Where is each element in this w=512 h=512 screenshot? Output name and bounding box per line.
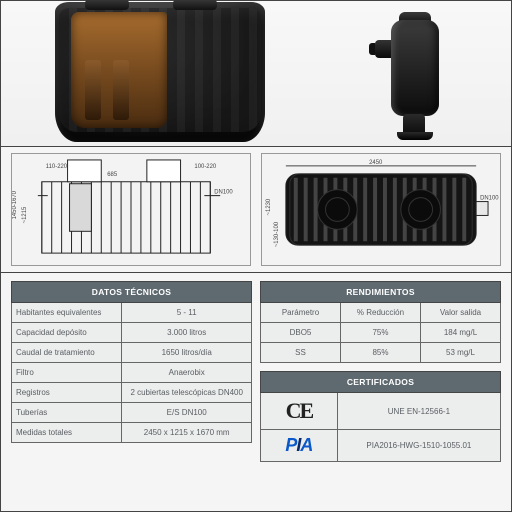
table-row: Capacidad depósito3.000 litros: [12, 323, 252, 343]
filter-photo: [373, 14, 457, 142]
datos-label: Caudal de tratamiento: [12, 343, 122, 363]
right-column: RENDIMIENTOS Parámetro % Reducción Valor…: [260, 281, 501, 462]
rend-h2: % Reducción: [341, 303, 421, 323]
certificados-table: CERTIFICADOS CE UNE EN-12566-1 PIA PIA2016-…: [260, 371, 501, 462]
svg-text:~1230: ~1230: [266, 198, 272, 215]
table-row: Registros2 cubiertas telescópicas DN400: [12, 383, 252, 403]
pia-logo-icon: PIA: [285, 435, 312, 455]
svg-text:DN100: DN100: [214, 190, 233, 196]
svg-text:~130-100: ~130-100: [274, 221, 280, 247]
table-row: Caudal de tratamiento1650 litros/día: [12, 343, 252, 363]
rend-pct: 85%: [341, 343, 421, 363]
datos-label: Tuberías: [12, 403, 122, 423]
tank-cutaway-photo: [55, 2, 265, 142]
datos-value: 3.000 litros: [122, 323, 252, 343]
rend-param: DBO5: [261, 323, 341, 343]
datos-value: 5 - 11: [122, 303, 252, 323]
svg-text:1450-1670: 1450-1670: [12, 190, 18, 219]
table-row: Habitantes equivalentes5 - 11: [12, 303, 252, 323]
product-sheet: 1450-1670 ~1215 110-220 685 DN100 100-22…: [0, 0, 512, 512]
rend-pct: 75%: [341, 323, 421, 343]
svg-text:DN100: DN100: [480, 196, 499, 202]
datos-tecnicos-table: DATOS TÉCNICOS Habitantes equivalentes5 …: [11, 281, 252, 443]
datos-value: E/S DN100: [122, 403, 252, 423]
table-row: FiltroAnaerobix: [12, 363, 252, 383]
datos-label: Capacidad depósito: [12, 323, 122, 343]
cert-logo-cell: CE: [261, 393, 338, 430]
datos-label: Medidas totales: [12, 423, 122, 443]
datos-header: DATOS TÉCNICOS: [12, 282, 252, 303]
rend-param: SS: [261, 343, 341, 363]
rend-out: 184 mg/L: [421, 323, 501, 343]
datos-value: 1650 litros/día: [122, 343, 252, 363]
cert-header: CERTIFICADOS: [261, 372, 501, 393]
rend-h1: Parámetro: [261, 303, 341, 323]
cert-text: PIA2016-HWG-1510-1055.01: [337, 430, 500, 462]
table-row: SS85%53 mg/L: [261, 343, 501, 363]
rend-header: RENDIMIENTOS: [261, 282, 501, 303]
datos-label: Filtro: [12, 363, 122, 383]
svg-text:685: 685: [107, 172, 118, 178]
left-column: DATOS TÉCNICOS Habitantes equivalentes5 …: [11, 281, 252, 462]
table-row: TuberíasE/S DN100: [12, 403, 252, 423]
svg-text:100-220: 100-220: [194, 164, 216, 170]
rend-out: 53 mg/L: [421, 343, 501, 363]
datos-value: 2 cubiertas telescópicas DN400: [122, 383, 252, 403]
side-view-diagram: 1450-1670 ~1215 110-220 685 DN100 100-22…: [11, 153, 251, 266]
table-row: CE UNE EN-12566-1: [261, 393, 501, 430]
drawing-row: 1450-1670 ~1215 110-220 685 DN100 100-22…: [1, 147, 511, 273]
rendimientos-table: RENDIMIENTOS Parámetro % Reducción Valor…: [260, 281, 501, 363]
datos-label: Habitantes equivalentes: [12, 303, 122, 323]
svg-text:2450: 2450: [369, 160, 383, 166]
svg-text:110-220: 110-220: [46, 164, 68, 170]
datos-label: Registros: [12, 383, 122, 403]
svg-text:~1215: ~1215: [22, 206, 28, 223]
top-view-diagram: 2450: [261, 153, 501, 266]
table-row: DBO575%184 mg/L: [261, 323, 501, 343]
tables-area: DATOS TÉCNICOS Habitantes equivalentes5 …: [1, 273, 511, 472]
table-row: PIA PIA2016-HWG-1510-1055.01: [261, 430, 501, 462]
datos-value: 2450 x 1215 x 1670 mm: [122, 423, 252, 443]
datos-value: Anaerobix: [122, 363, 252, 383]
cert-logo-cell: PIA: [261, 430, 338, 462]
table-row: Medidas totales2450 x 1215 x 1670 mm: [12, 423, 252, 443]
rend-h3: Valor salida: [421, 303, 501, 323]
cert-text: UNE EN-12566-1: [337, 393, 500, 430]
ce-mark-icon: CE: [286, 398, 313, 423]
photo-row: [1, 1, 511, 147]
